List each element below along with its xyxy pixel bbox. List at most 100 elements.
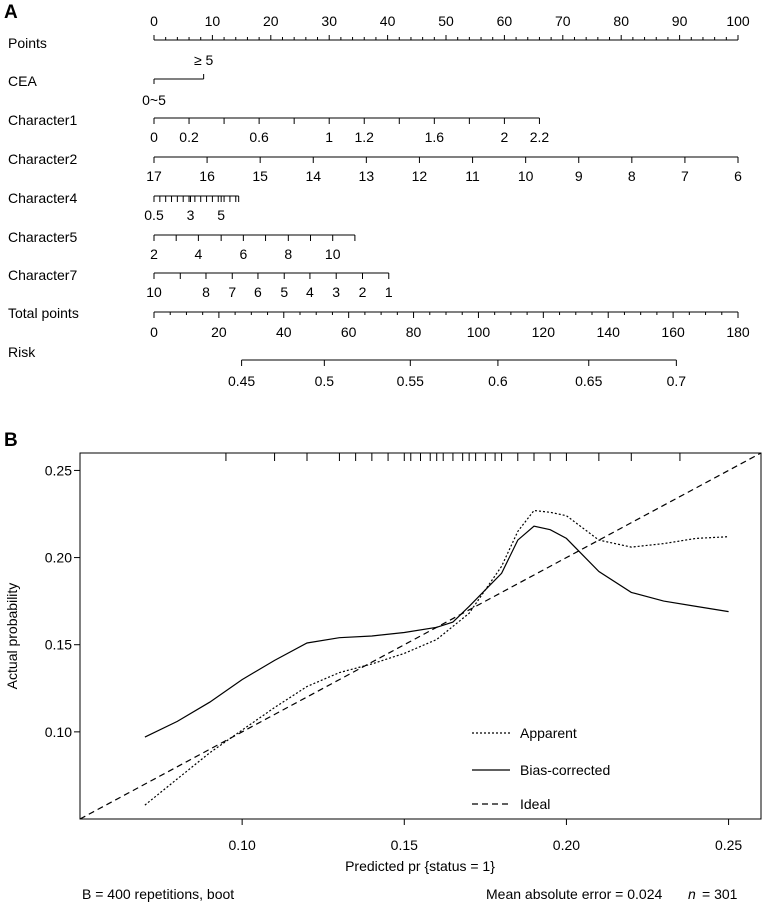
y-tick-label: 0.25 (45, 462, 72, 478)
points-tick-label: 80 (613, 13, 629, 29)
y-axis-title: Actual probability (4, 583, 20, 690)
character5-tick-label: 2 (150, 246, 158, 262)
character2-tick-label: 8 (628, 168, 636, 184)
character5-tick-label: 10 (325, 246, 341, 262)
character7-tick-label: 7 (228, 284, 236, 300)
character5-tick-label: 8 (284, 246, 292, 262)
risk-tick-label: 0.5 (315, 373, 335, 389)
character5-tick-label: 6 (239, 246, 247, 262)
risk-tick-label: 0.7 (667, 373, 687, 389)
character2-tick-label: 6 (734, 168, 742, 184)
character7-tick-label: 6 (254, 284, 262, 300)
nomogram-row-character5: Character5 2 4 6 8 10 (8, 229, 356, 262)
points-tick-label: 30 (321, 13, 337, 29)
character1-tick-label: 0 (150, 129, 158, 145)
total-tick-label: 0 (150, 324, 158, 340)
character4-tick-label: 3 (187, 207, 195, 223)
character4-tick-label: 5 (217, 207, 225, 223)
points-tick-label: 10 (205, 13, 221, 29)
character1-tick-label: 1 (325, 129, 333, 145)
row-label-character5: Character5 (8, 229, 77, 245)
x-tick-label: 0.25 (715, 837, 742, 853)
character1-tick-label: 2.2 (530, 129, 550, 145)
character2-tick-label: 9 (575, 168, 583, 184)
series-apparent (144, 509, 729, 806)
x-tick-label: 0.10 (229, 837, 256, 853)
character2-tick-label: 11 (465, 168, 480, 184)
points-tick-label: 50 (438, 13, 454, 29)
nomogram-row-character2: Character2 17 16 15 14 13 12 11 10 9 8 7 6 (8, 151, 742, 184)
panel-b-label: B (4, 430, 18, 451)
character1-tick-label: 1.2 (355, 129, 375, 145)
character7-tick-label: 5 (280, 284, 288, 300)
total-tick-label: 60 (341, 324, 357, 340)
character1-tick-label: 1.6 (425, 129, 445, 145)
character4-tick-label: 0.5 (144, 207, 164, 223)
character1-tick-label: 2 (501, 129, 509, 145)
legend-label-ideal: Ideal (520, 796, 550, 812)
nomogram-row-character1: Character1 0 0.2 0.6 1 1.2 1.6 2 2.2 (8, 112, 549, 145)
cea-tick-label: ≥ 5 (194, 52, 214, 68)
character5-tick-label: 4 (194, 246, 202, 262)
risk-tick-label: 0.6 (488, 373, 508, 389)
character2-tick-label: 17 (146, 168, 162, 184)
row-label-total-points: Total points (8, 305, 79, 321)
nomogram-row-cea: CEA 0~5 ≥ 5 (8, 52, 214, 108)
character7-tick-label: 2 (359, 284, 367, 300)
total-tick-label: 40 (276, 324, 292, 340)
character2-tick-label: 15 (252, 168, 268, 184)
row-label-cea: CEA (8, 73, 37, 89)
character2-tick-label: 12 (412, 168, 428, 184)
nomogram-row-character4: Character4 0.5 3 5 (8, 190, 240, 223)
row-label-character7: Character7 (8, 267, 77, 283)
footer-mae: Mean absolute error = 0.024 (486, 886, 662, 902)
points-tick-label: 70 (555, 13, 571, 29)
total-tick-label: 100 (467, 324, 491, 340)
rug-ticks (79, 453, 681, 461)
calibration-panel: B 0.10 0.15 0.20 0.25 0.10 0.15 0.20 0.25 Appa… (4, 430, 762, 902)
x-tick-label: 0.20 (553, 837, 580, 853)
y-tick-label: 0.20 (45, 550, 72, 566)
y-tick-label: 0.15 (45, 637, 72, 653)
row-label-character2: Character2 (8, 151, 77, 167)
character2-tick-label: 10 (518, 168, 534, 184)
points-tick-label: 40 (380, 13, 396, 29)
total-tick-label: 20 (211, 324, 227, 340)
footer-repetitions: B = 400 repetitions, boot (82, 886, 234, 902)
footer-n-value: = 301 (702, 886, 738, 902)
nomogram-row-points: Points 0 10 20 30 40 50 60 70 80 90 100 (8, 13, 750, 51)
cea-tick-label: 0~5 (142, 92, 166, 108)
y-axis: 0.10 0.15 0.20 0.25 (45, 462, 80, 740)
total-tick-label: 80 (406, 324, 422, 340)
points-tick-label: 20 (263, 13, 279, 29)
character2-tick-label: 14 (305, 168, 321, 184)
character7-tick-label: 10 (146, 284, 162, 300)
row-label-character4: Character4 (8, 190, 77, 206)
row-label-character1: Character1 (8, 112, 77, 128)
series-ideal (79, 452, 762, 820)
total-tick-label: 160 (661, 324, 685, 340)
points-tick-label: 100 (726, 13, 750, 29)
character7-tick-label: 4 (306, 284, 314, 300)
risk-tick-label: 0.65 (575, 373, 602, 389)
legend-label-apparent: Apparent (520, 725, 577, 741)
legend: Apparent Bias-corrected Ideal (472, 725, 610, 812)
character2-tick-label: 13 (359, 168, 375, 184)
character7-tick-label: 3 (332, 284, 340, 300)
risk-tick-label: 0.45 (228, 373, 255, 389)
panel-a-label: A (4, 2, 18, 23)
character7-tick-label: 1 (385, 284, 393, 300)
y-tick-label: 0.10 (45, 724, 72, 740)
character1-tick-label: 0.6 (249, 129, 269, 145)
character2-tick-label: 16 (199, 168, 215, 184)
character2-tick-label: 7 (681, 168, 689, 184)
total-tick-label: 120 (532, 324, 556, 340)
calibration-lines (79, 452, 762, 820)
nomogram-row-risk: Risk 0.45 0.5 0.55 0.6 0.65 0.7 (8, 344, 686, 389)
footer-n-symbol: n (688, 886, 696, 902)
nomogram-row-total-points: Total points 0 20 40 60 80 100 120 140 160 180 (8, 305, 750, 340)
legend-label-bias-corrected: Bias-corrected (520, 762, 610, 778)
